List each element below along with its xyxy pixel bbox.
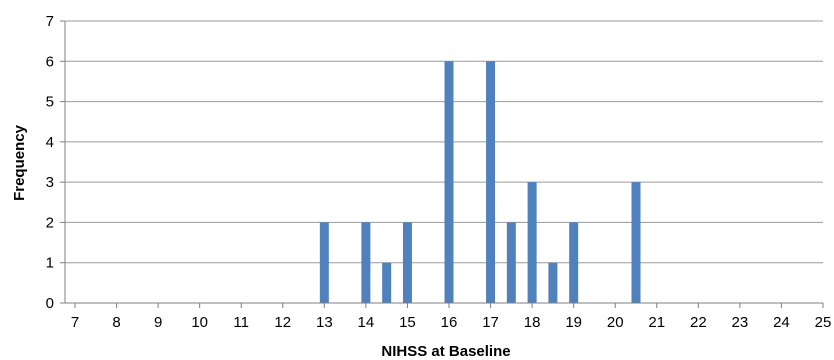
bar-15 bbox=[402, 222, 412, 303]
x-tick-labels: 7 8 9 10 11 12 13 14 15 16 17 18 19 20 21 22 23 24 25 bbox=[71, 314, 832, 331]
y-tick-label-6: 6 bbox=[46, 53, 54, 70]
bar-13 bbox=[319, 222, 329, 303]
bar-17-5 bbox=[506, 222, 516, 303]
x-axis-title: NIHSS at Baseline bbox=[381, 343, 510, 360]
y-tick-label-4: 4 bbox=[46, 134, 54, 151]
bar-20-5 bbox=[631, 182, 641, 303]
x-tick-label-25: 25 bbox=[815, 314, 832, 331]
bar-16 bbox=[444, 61, 454, 304]
y-tick-label-1: 1 bbox=[46, 255, 54, 272]
axes bbox=[60, 20, 824, 308]
x-tick-label-10: 10 bbox=[191, 314, 208, 331]
grid-lines bbox=[65, 20, 823, 264]
x-tick-label-15: 15 bbox=[399, 314, 416, 331]
bar-17 bbox=[486, 61, 496, 304]
x-tick-label-18: 18 bbox=[524, 314, 541, 331]
bars bbox=[319, 61, 641, 304]
x-tick-label-16: 16 bbox=[441, 314, 458, 331]
x-tick-label-19: 19 bbox=[565, 314, 582, 331]
x-tick-label-13: 13 bbox=[316, 314, 333, 331]
bar-14 bbox=[361, 222, 371, 303]
x-tick-label-22: 22 bbox=[690, 314, 707, 331]
x-tick-label-9: 9 bbox=[154, 314, 162, 331]
bar-19 bbox=[569, 222, 579, 303]
x-tick-label-21: 21 bbox=[648, 314, 665, 331]
y-tick-labels: 0 1 2 3 4 5 6 7 bbox=[46, 13, 54, 312]
x-tick-label-14: 14 bbox=[358, 314, 375, 331]
bar-14-5 bbox=[382, 262, 392, 303]
y-tick-label-3: 3 bbox=[46, 174, 54, 191]
bar-18 bbox=[527, 182, 537, 303]
x-tick-label-20: 20 bbox=[607, 314, 624, 331]
y-tick-label-0: 0 bbox=[46, 295, 54, 312]
x-tick-label-17: 17 bbox=[482, 314, 499, 331]
x-tick-label-23: 23 bbox=[732, 314, 749, 331]
y-tick-label-2: 2 bbox=[46, 214, 54, 231]
x-tick-label-24: 24 bbox=[773, 314, 790, 331]
bar-18-5 bbox=[548, 262, 558, 303]
y-axis-title: Frequency bbox=[11, 124, 28, 201]
y-tick-label-7: 7 bbox=[46, 13, 54, 30]
x-tick-label-7: 7 bbox=[71, 314, 79, 331]
x-tick-label-11: 11 bbox=[233, 314, 249, 331]
x-tick-label-8: 8 bbox=[112, 314, 120, 331]
x-tick-label-12: 12 bbox=[274, 314, 291, 331]
y-tick-label-5: 5 bbox=[46, 94, 54, 111]
